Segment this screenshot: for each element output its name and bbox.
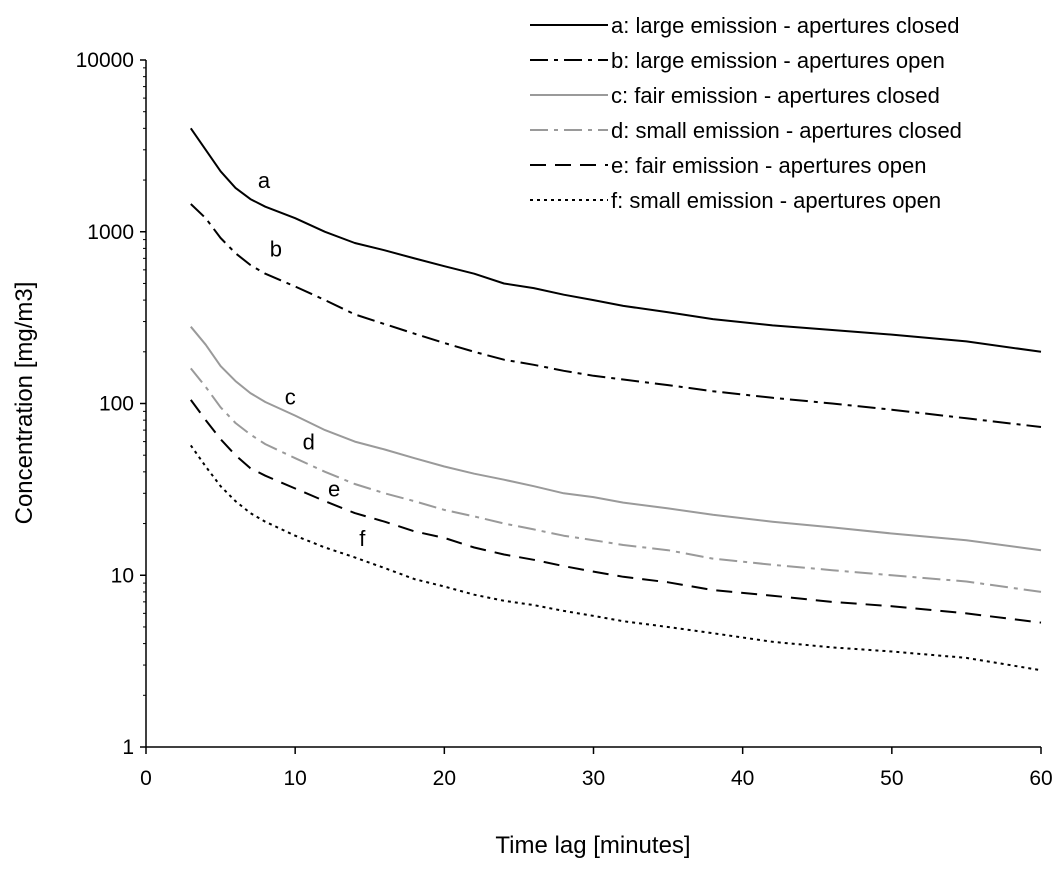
legend-entry-e: e: fair emission - apertures open [611,153,927,178]
series-line-f [189,444,1042,672]
y-tick-label: 1000 [87,221,134,244]
x-tick-label: 30 [582,767,605,790]
series-lines [189,127,1042,672]
legend-entry-d: d: small emission - apertures closed [611,118,962,143]
series-line-a [189,127,1042,353]
legend-entry-b: b: large emission - apertures open [611,48,945,73]
x-tick-label: 60 [1029,767,1052,790]
axes: 1 10 100 1000 10000 0 10 20 30 40 50 60 [76,49,1053,790]
x-tick-label: 40 [731,767,754,790]
curve-label-c: c [285,384,296,409]
y-tick-label: 10000 [76,49,134,72]
series-line-b [190,203,1042,428]
y-tick-label: 10 [111,564,134,587]
curve-label-b: b [270,236,282,261]
curve-label-d: d [303,430,315,455]
series-line-e [189,399,1042,624]
legend-entry-c: c: fair emission - apertures closed [611,83,940,108]
curve-label-e: e [328,476,340,501]
x-tick-label: 10 [283,767,306,790]
x-tick-label: 50 [880,767,903,790]
x-tick-label: 20 [433,767,456,790]
y-tick-label: 1 [122,736,134,759]
y-tick-label: 100 [99,393,134,416]
series-line-c [190,326,1042,552]
series-line-d [190,367,1042,593]
y-axis-title: Concentration [mg/m3] [11,282,38,525]
curve-label-a: a [258,168,271,193]
legend-entry-a: a: large emission - apertures closed [611,13,960,38]
x-axis-title: Time lag [minutes] [495,832,690,859]
curve-label-f: f [359,526,366,551]
legend: a: large emission - apertures closed b: l… [530,13,962,213]
x-tick-label: 0 [140,767,152,790]
legend-entry-f: f: small emission - apertures open [611,188,941,213]
